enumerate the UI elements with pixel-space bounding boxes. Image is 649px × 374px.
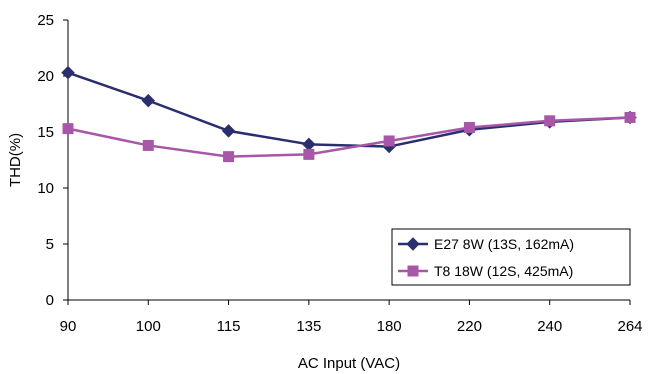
data-point — [544, 115, 556, 127]
series-1 — [61, 65, 637, 154]
y-tick-label: 15 — [37, 124, 54, 141]
y-tick-label: 5 — [46, 236, 54, 253]
series-2 — [62, 111, 636, 163]
series-line — [67, 116, 631, 158]
legend-item-1: E27 8W (13S, 162mA) — [398, 236, 574, 252]
data-point — [62, 123, 74, 135]
series-layer — [61, 65, 637, 163]
data-point — [383, 135, 395, 147]
legend-box — [391, 228, 631, 286]
data-point — [624, 111, 636, 123]
legend-label: T8 18W (12S, 425mA) — [434, 263, 573, 279]
x-tick-label: 135 — [296, 318, 321, 335]
x-tick-label: 180 — [377, 318, 402, 335]
x-axis-ticks: 90 100 115 135 180 220 240 264 — [60, 300, 643, 335]
x-tick-label: 240 — [537, 318, 562, 335]
x-tick-label: 90 — [60, 318, 77, 335]
legend-item-2: T8 18W (12S, 425mA) — [398, 263, 573, 279]
y-tick-label: 10 — [37, 180, 54, 197]
y-tick-label: 20 — [37, 68, 54, 85]
y-tick-label: 0 — [46, 292, 54, 309]
legend-label: E27 8W (13S, 162mA) — [434, 236, 574, 252]
y-axis-ticks: 0 5 10 15 20 25 — [37, 12, 68, 309]
x-axis-title: AC Input (VAC) — [298, 355, 400, 372]
legend: E27 8W (13S, 162mA) T8 18W (12S, 425mA) — [391, 228, 631, 286]
data-point — [61, 65, 75, 80]
y-axis-title: THD(%) — [7, 133, 24, 187]
data-point — [221, 124, 236, 138]
y-tick-label: 25 — [37, 12, 54, 29]
data-point — [142, 139, 154, 151]
data-point — [223, 151, 235, 163]
legend-swatch-marker — [406, 237, 420, 251]
data-point — [141, 93, 155, 108]
x-tick-label: 115 — [217, 318, 241, 335]
legend-swatch-marker — [407, 265, 419, 277]
series-line — [67, 71, 631, 148]
data-point — [302, 137, 316, 152]
data-point — [303, 148, 315, 160]
x-tick-label: 220 — [457, 318, 482, 335]
data-point — [463, 122, 475, 134]
x-tick-label: 264 — [617, 318, 642, 335]
x-tick-label: 100 — [136, 318, 161, 335]
